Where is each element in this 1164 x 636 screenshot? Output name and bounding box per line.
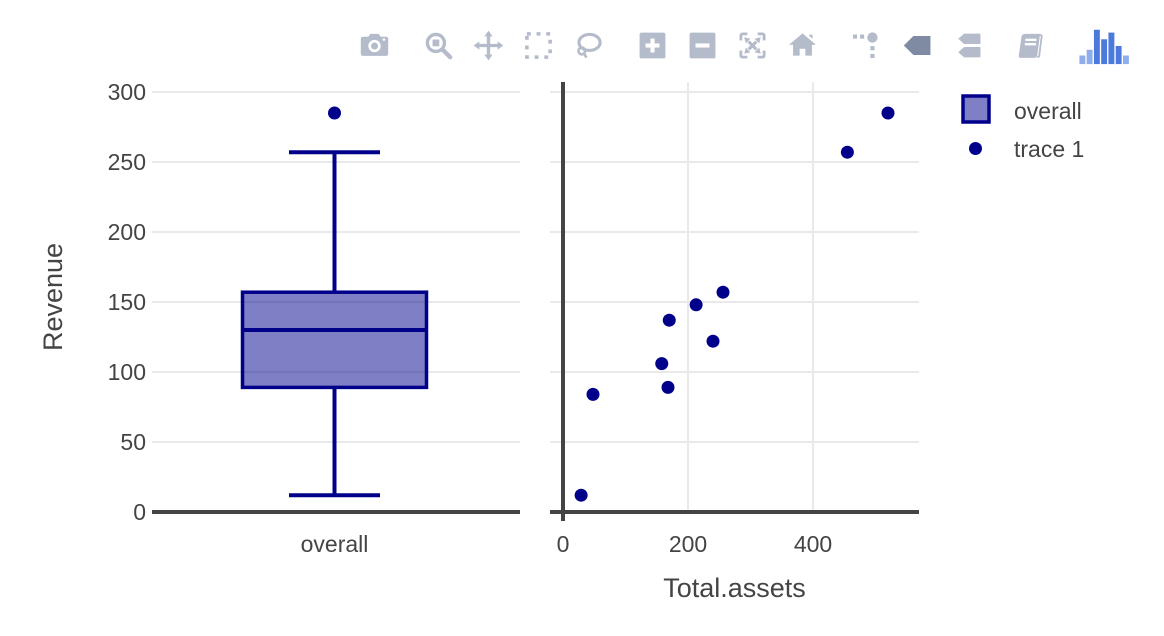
notebook-icon (1018, 33, 1043, 58)
legend-box-swatch-icon (961, 94, 991, 124)
pan-button[interactable] (470, 26, 506, 64)
zoom-icon (425, 32, 452, 59)
legend-label: trace 1 (1014, 136, 1084, 162)
toggle-spikelines-icon (852, 31, 878, 58)
legend-item-overall[interactable]: overall (961, 94, 1082, 124)
zoom-in-button[interactable] (634, 26, 670, 64)
reset-axes-home-icon (788, 32, 816, 56)
autoscale-icon (738, 31, 766, 59)
x-tick-label: 0 (557, 531, 570, 557)
modebar-group (356, 26, 392, 64)
y-tick-label: 50 (120, 429, 146, 455)
logo-bar (1108, 32, 1115, 65)
box-category-label: overall (301, 531, 369, 557)
hover-closest-icon (903, 35, 930, 55)
logo-bar (1101, 39, 1108, 65)
plotly-logo-button[interactable] (1076, 26, 1134, 65)
hover-closest-button[interactable] (898, 26, 934, 64)
logo-bar (1086, 49, 1093, 65)
scatter-point[interactable] (716, 285, 730, 299)
scatter-point[interactable] (840, 145, 854, 159)
logo-bar (1115, 45, 1122, 65)
box-select-icon (524, 31, 552, 59)
hover-compare-button[interactable] (948, 26, 984, 64)
y-tick-label: 300 (108, 79, 146, 105)
scatter-plot-drag-area[interactable] (550, 82, 919, 519)
x-tick-label: 400 (794, 531, 832, 557)
box-iqr[interactable] (240, 290, 429, 390)
reset-axes-home-button[interactable] (784, 26, 820, 64)
modebar-group (634, 26, 820, 64)
grid-layer (152, 82, 919, 521)
camera-icon (360, 33, 388, 56)
modebar-group (420, 26, 606, 64)
lasso-select-icon (576, 32, 602, 58)
scatter-point[interactable] (662, 313, 676, 327)
legend-item-trace-1[interactable]: trace 1 (969, 136, 1084, 162)
notebook-button[interactable] (1012, 26, 1048, 64)
pan-icon (473, 30, 503, 60)
y-axis-title: Revenue (38, 243, 68, 351)
scatter-point[interactable] (655, 357, 669, 371)
legend: overall trace 1 (961, 94, 1084, 162)
scatter-point[interactable] (661, 380, 675, 394)
legend-point-marker-icon (969, 142, 982, 155)
modebar-group (1012, 26, 1048, 64)
y-tick-label: 250 (108, 149, 146, 175)
camera-button[interactable] (356, 26, 392, 64)
zoom-out-button[interactable] (684, 26, 720, 64)
modebar-group (848, 26, 984, 64)
x-axis-title: Total.assets (663, 573, 806, 603)
zoom-out-icon (689, 32, 715, 58)
zoom-button[interactable] (420, 26, 456, 64)
box-select-button[interactable] (520, 26, 556, 64)
legend-label: overall (1014, 98, 1082, 124)
hover-compare-icon (957, 33, 980, 57)
y-tick-label: 150 (108, 289, 146, 315)
scatter-subplot (574, 106, 895, 502)
tick-labels: 0 50 100 150 200 250 300 0 200 400 overall (108, 79, 833, 557)
y-tick-label: 200 (108, 219, 146, 245)
box-subplot (240, 106, 429, 498)
toggle-spikelines-button[interactable] (848, 26, 884, 64)
logo-bar (1122, 55, 1129, 65)
logo-bar (1093, 29, 1100, 65)
autoscale-button[interactable] (734, 26, 770, 64)
scatter-point[interactable] (706, 334, 720, 348)
zoom-in-icon (639, 32, 665, 58)
lasso-select-button[interactable] (570, 26, 606, 64)
modebar (356, 26, 1134, 65)
modebar-group (1076, 26, 1134, 65)
plotly-logo-icon (1079, 29, 1129, 65)
box-plot-drag-area[interactable] (152, 82, 520, 519)
box-trace-overall[interactable] (240, 106, 429, 498)
x-tick-label: 200 (669, 531, 707, 557)
scatter-point[interactable] (586, 387, 600, 401)
y-tick-label: 100 (108, 359, 146, 385)
scatter-point[interactable] (881, 106, 895, 120)
logo-bar (1079, 55, 1086, 65)
scatter-point[interactable] (574, 488, 588, 502)
y-tick-label: 0 (133, 499, 146, 525)
outlier-point[interactable] (328, 106, 341, 120)
scatter-point[interactable] (689, 298, 703, 312)
